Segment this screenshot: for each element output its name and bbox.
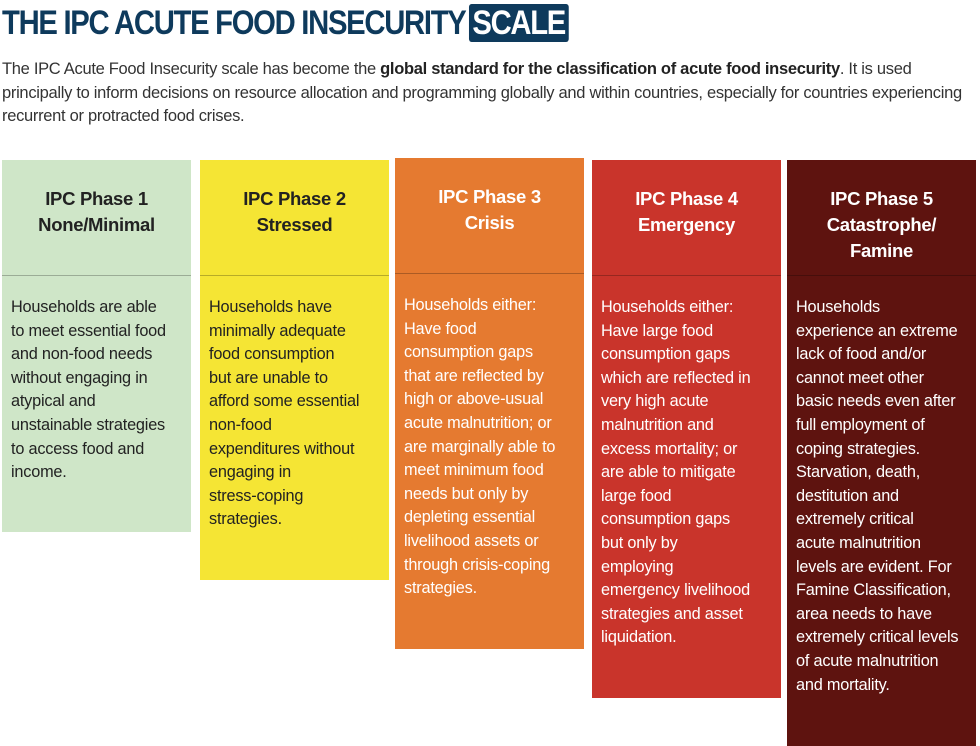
description-line: unstainable strategies	[11, 415, 165, 434]
description-line: and mortality.	[796, 675, 890, 694]
description-line: afford some essential	[209, 392, 360, 411]
description-line: consumption gaps	[601, 510, 730, 529]
phase-heading-line: IPC Phase 1	[45, 188, 148, 209]
description-line: livelihood assets or	[404, 531, 539, 550]
phase-heading-line: Catastrophe/	[826, 214, 937, 235]
description-line: very high acute	[601, 392, 709, 411]
description-line: acute malnutrition; or	[404, 413, 552, 432]
phase-heading: IPC Phase 3 Crisis	[395, 158, 584, 274]
phase-card-1: IPC Phase 1 None/Minimal Households are ab…	[2, 160, 191, 532]
intro-text: The IPC Acute Food Insecurity scale has …	[2, 60, 381, 78]
description-line: Famine Classification,	[796, 581, 951, 600]
description-line: coping strategies.	[796, 439, 921, 458]
phase-heading: IPC Phase 5 Catastrophe/Famine	[787, 160, 976, 276]
description-line: Households either:	[601, 298, 734, 316]
phase-card-2: IPC Phase 2 Stressed Households have minima…	[200, 160, 389, 580]
description-line: minimally adequate	[209, 321, 346, 340]
description-line: engaging in	[209, 463, 291, 482]
phase-heading-line: Emergency	[637, 214, 736, 235]
description-line: Households either:	[404, 296, 537, 314]
description-line: and non-food needs	[11, 345, 153, 364]
description-line: strategies.	[404, 579, 477, 598]
phase-heading: IPC Phase 4 Emergency	[592, 160, 781, 276]
description-line: Households	[796, 298, 880, 316]
description-line: malnutrition and	[601, 415, 714, 434]
description-line: full employment of	[796, 415, 925, 434]
description-line: income.	[11, 463, 67, 482]
description-line: experience an extreme	[796, 321, 958, 340]
phase-heading: IPC Phase 2 Stressed	[200, 160, 389, 276]
phase-card-4: IPC Phase 4 Emergency Households either: Ha…	[592, 160, 781, 698]
description-line: are able to mitigate	[601, 463, 736, 482]
phase-heading-line: IPC Phase 2	[243, 188, 346, 209]
description-line: non-food	[209, 415, 272, 434]
description-line: through crisis-coping	[404, 555, 551, 574]
phase-description: Households are able to meet essential foo…	[11, 296, 187, 485]
description-line: Households are able	[11, 298, 157, 316]
description-line: consumption gaps	[601, 345, 730, 364]
description-line: depleting essential	[404, 508, 536, 527]
description-line: cannot meet other	[796, 368, 924, 387]
title-highlight: SCALE	[468, 4, 569, 42]
description-line: lack of food and/or	[796, 345, 927, 364]
phase-heading-line: IPC Phase 3	[438, 186, 541, 207]
description-line: without engaging in	[11, 368, 148, 387]
description-line: large food	[601, 486, 672, 505]
phase-heading: IPC Phase 1 None/Minimal	[2, 160, 191, 276]
description-line: Households have	[209, 298, 332, 316]
description-line: emergency livelihood	[601, 581, 750, 600]
description-line: excess mortality; or	[601, 439, 738, 458]
description-line: liquidation.	[601, 628, 677, 647]
description-line: area needs to have	[796, 604, 932, 623]
phase-heading-line: None/Minimal	[38, 214, 155, 235]
description-line: atypical and	[11, 392, 96, 411]
description-line: Starvation, death,	[796, 463, 921, 482]
description-line: employing	[601, 557, 674, 576]
description-line: food consumption	[209, 345, 335, 364]
description-line: expenditures without	[209, 439, 355, 458]
description-line: high or above-usual	[404, 390, 544, 409]
phase-card-5: IPC Phase 5 Catastrophe/Famine Households e…	[787, 160, 976, 746]
description-line: that are reflected by	[404, 366, 544, 385]
intro-text-end: . It is used principally to inform decis…	[2, 60, 962, 125]
description-line: but only by	[601, 533, 678, 552]
phase-heading-line: IPC Phase 5	[830, 188, 933, 209]
description-line: Have food	[404, 319, 477, 338]
phase-description: Households either: Have large food consump…	[601, 296, 777, 650]
phase-heading-line: Stressed	[256, 214, 333, 235]
description-line: destitution and	[796, 486, 899, 505]
phase-description: Households either: Have food consumption g…	[404, 294, 580, 601]
description-line: strategies and asset	[601, 604, 743, 623]
description-line: needs but only by	[404, 484, 529, 503]
phase-heading-line: Crisis	[464, 212, 515, 233]
description-line: stress-coping	[209, 486, 304, 505]
phase-card-3: IPC Phase 3 Crisis Households either: Have …	[395, 158, 584, 649]
description-line: extremely critical	[796, 510, 914, 529]
intro-paragraph: The IPC Acute Food Insecurity scale has …	[2, 58, 977, 129]
description-line: Have large food	[601, 321, 713, 340]
description-line: which are reflected in	[601, 368, 751, 387]
phase-heading-line: IPC Phase 4	[635, 188, 738, 209]
description-line: consumption gaps	[404, 343, 533, 362]
page-title: THE IPC ACUTE FOOD INSECURITY SCALE	[2, 4, 569, 43]
description-line: meet minimum food	[404, 461, 544, 480]
description-line: strategies.	[209, 510, 282, 529]
intro-bold: global standard for the classification o…	[380, 60, 840, 78]
description-line: acute malnutrition	[796, 533, 921, 552]
title-text: THE IPC ACUTE FOOD INSECURITY	[2, 4, 467, 42]
description-line: of acute malnutrition	[796, 651, 939, 670]
description-line: to meet essential food	[11, 321, 166, 340]
description-line: but are unable to	[209, 368, 328, 387]
phase-heading-line: Famine	[850, 240, 913, 261]
description-line: basic needs even after	[796, 392, 956, 411]
description-line: are marginally able to	[404, 437, 556, 456]
phase-description: Households have minimally adequate food co…	[209, 296, 385, 532]
description-line: to access food and	[11, 439, 145, 458]
description-line: levels are evident. For	[796, 557, 952, 576]
description-line: extremely critical levels	[796, 628, 959, 647]
phase-description: Households experience an extreme lack of f…	[796, 296, 972, 697]
